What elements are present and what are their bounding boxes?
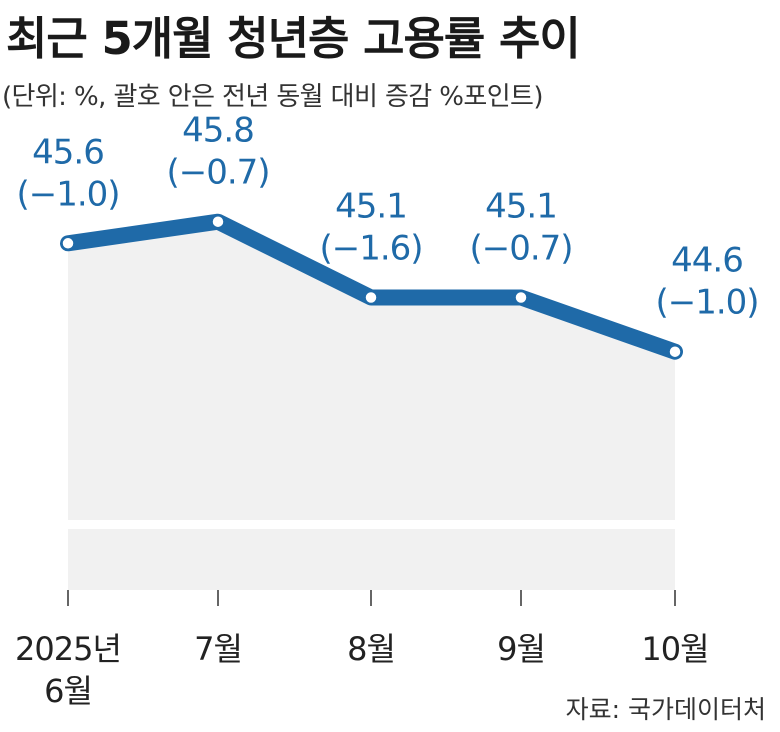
data-label-value: 45.1 [485, 187, 557, 227]
chart-title: 최근 5개월 청년층 고용률 추이 [6, 12, 581, 65]
source-note: 자료: 국가데이터처 [565, 695, 766, 724]
data-label-change: (−1.0) [16, 174, 119, 214]
data-label-value: 45.1 [335, 187, 407, 227]
data-label-change: (−0.7) [469, 229, 572, 269]
data-label-change: (−1.0) [655, 283, 758, 323]
x-tick-label: 7월 [194, 630, 242, 668]
x-tick-label: 9월 [497, 630, 545, 668]
area-gap-band [68, 520, 675, 529]
data-label-value: 45.6 [32, 132, 104, 172]
data-label-value: 45.8 [182, 111, 254, 151]
data-point [211, 214, 225, 229]
data-label-value: 44.6 [671, 241, 743, 281]
data-point [61, 236, 75, 251]
chart-subtitle: (단위: %, 괄호 안은 전년 동월 대비 증감 %포인트) [2, 82, 543, 112]
data-point [668, 344, 682, 359]
x-tick-label: 6월 [44, 672, 92, 710]
data-label-change: (−1.6) [319, 229, 422, 269]
data-label-change: (−0.7) [166, 153, 269, 193]
x-tick-label: 8월 [347, 630, 395, 668]
data-point [364, 290, 378, 305]
x-tick-label: 2025년 [15, 630, 121, 668]
data-point [514, 290, 528, 305]
area-fill [68, 221, 675, 590]
x-tick-label: 10월 [641, 630, 708, 668]
